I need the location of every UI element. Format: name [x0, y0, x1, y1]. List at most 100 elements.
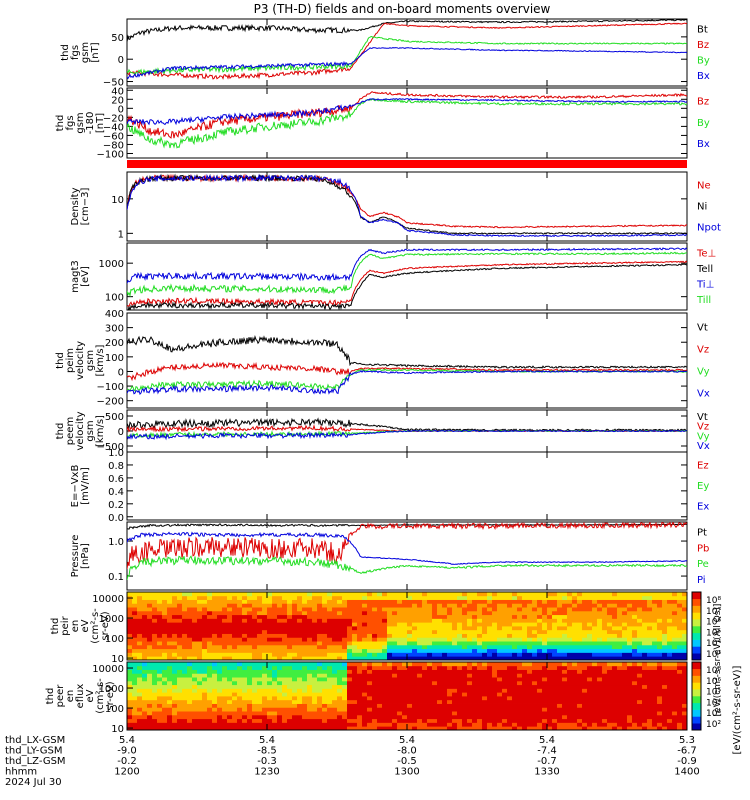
pressure-legend-Pe: Pe: [697, 559, 709, 570]
temp-frame: [126, 242, 688, 311]
ion_spec-ylabel: en: [70, 620, 81, 633]
temp-ylabel: [eV]: [80, 266, 91, 287]
ele_spec-colorbar-tick: 10³: [706, 709, 721, 719]
ve-legend-Vy: Vy: [697, 431, 710, 442]
ion_spec-colorbar-tick: 10⁸: [706, 596, 721, 606]
pressure-series-Pe: [127, 555, 687, 581]
xaxis-tick-label: 1230: [254, 767, 279, 778]
ion_spec-ylabel: eV: [80, 619, 91, 632]
ion_spec-colorbar: [691, 591, 702, 661]
mode-bar: [127, 160, 687, 168]
xaxis-tick-label: 5.4: [119, 735, 135, 746]
density-legend-Npot: Npot: [697, 222, 721, 233]
pressure-ylabel: Pressure: [70, 535, 81, 578]
ion_spec-ytick-label: 10: [111, 654, 124, 665]
fgs_zoom-ytick-label: −60: [103, 131, 124, 142]
ele_spec-ytick-label: 10000: [92, 664, 124, 675]
temp-series-Te⊥: [127, 260, 687, 308]
temp-series-Ti⊥: [127, 247, 687, 284]
xaxis-tick-label: 5.4: [539, 735, 555, 746]
ion_spec-colorbar-tick: 10³: [706, 650, 721, 660]
efield-ylabel: [mV/m]: [80, 467, 91, 505]
pressure-ytick-label: 0.1: [108, 572, 124, 583]
temp-series-Tell: [127, 263, 687, 310]
density-ytick-label: 10: [111, 195, 124, 206]
fgs_zoom-ylabel: -180: [85, 112, 96, 135]
xaxis-tick-label: -8.0: [397, 746, 417, 757]
xaxis-row-label: thd_LZ-GSM: [5, 756, 66, 767]
ve-ylabel: thd: [55, 423, 66, 440]
fgs-ytick-label: 50: [111, 33, 124, 44]
fgs-legend-Bx: Bx: [697, 71, 710, 82]
fgs-ylabel: [nT]: [90, 42, 101, 62]
xaxis-tick-label: 1330: [534, 767, 559, 778]
fgs-ytick-label: −50: [103, 78, 124, 89]
fgs_zoom-ytick-label: 40: [111, 86, 124, 97]
efield-legend-Ey: Ey: [697, 481, 709, 492]
vi-legend-Vy: Vy: [697, 366, 710, 377]
ve-series-Vx: [127, 429, 687, 441]
efield-ytick-label: 0.8: [108, 461, 124, 472]
fgs_zoom-series-Bx: [127, 97, 687, 126]
ele_spec-ylabel: eflux: [75, 684, 86, 709]
ele_spec-colorbar-tick: 10⁶: [706, 677, 721, 687]
efield-ytick-label: 1.0: [108, 448, 124, 459]
ve-legend-Vt: Vt: [697, 412, 708, 423]
fgs-series-By: [127, 35, 687, 76]
fgs_zoom-legend-By: By: [697, 118, 710, 129]
temp-ytick-label: 1000: [99, 259, 124, 270]
efield-ytick-label: 0.6: [108, 474, 124, 485]
density-series-Ne: [127, 173, 687, 229]
ele_spec-ytick-label: 10: [111, 724, 124, 735]
fgs_zoom-ytick-label: −40: [103, 122, 124, 133]
efield-ytick-label: 0.2: [108, 500, 124, 511]
fgs_zoom-legend-Bx: Bx: [697, 139, 710, 150]
ve-ylabel: [km/s]: [95, 415, 106, 447]
density-ylabel: [cm−3]: [80, 188, 91, 226]
ele_spec-ytick-label: 1000: [99, 684, 124, 695]
fgs_zoom-ytick-label: −80: [103, 140, 124, 151]
pressure-series-Pi: [127, 531, 687, 565]
ve-ylabel: velocity: [75, 411, 86, 450]
xaxis-tick-label: -7.4: [537, 746, 557, 757]
xaxis-row-label: thd_LX-GSM: [5, 735, 65, 746]
ion_spec-ylabel: (cm²-s-: [90, 608, 101, 644]
vi-ytick-label: 400: [105, 309, 124, 320]
fgs_zoom-ylabel: gsm: [75, 112, 86, 133]
ion_spec-ytick-label: 10000: [92, 594, 124, 605]
vi-series-Vx: [127, 370, 687, 395]
xaxis-tick-label: 5.4: [259, 735, 275, 746]
fgs-ylabel: fgs: [70, 45, 81, 60]
xaxis-tick-label: -0.7: [537, 756, 557, 767]
fgs-ylabel: gsm: [80, 42, 91, 63]
temp-series-Till: [127, 251, 687, 298]
ion_spec-ylabel: thd: [50, 618, 61, 635]
fgs-legend-Bt: Bt: [697, 24, 708, 35]
vi-ytick-label: 300: [105, 324, 124, 335]
chart-title: P3 (TH-D) fields and on-board moments ov…: [254, 2, 551, 16]
density-legend-Ni: Ni: [697, 201, 707, 212]
pressure-legend-Pb: Pb: [697, 543, 709, 554]
vi-series-Vt: [127, 335, 687, 369]
pressure-ytick-label: 1.0: [108, 537, 124, 548]
ve-ylabel: gsm: [85, 420, 96, 441]
efield-frame: [126, 451, 688, 521]
ion_spec-image: [127, 592, 688, 661]
fgs_zoom-ytick-label: 0: [118, 104, 124, 115]
vi-ylabel: [km/s]: [95, 344, 106, 376]
ve-ytick-label: 500: [105, 412, 124, 423]
pressure-series-Pb: [127, 522, 687, 570]
xaxis-tick-label: 1300: [394, 767, 419, 778]
pressure-frame: [126, 521, 688, 591]
fgs-ylabel: thd: [60, 44, 71, 61]
pressure-series-Pt: [127, 523, 687, 530]
xaxis-row-label: thd_LY-GSM: [5, 746, 62, 757]
temp-legend-Te⊥: Te⊥: [696, 248, 716, 259]
xaxis-tick-label: 1400: [674, 767, 699, 778]
temp-legend-Ti⊥: Ti⊥: [696, 280, 714, 291]
ele_spec-colorbar-tick: 10²: [706, 720, 721, 730]
xaxis-tick-label: -9.0: [117, 746, 137, 757]
temp-legend-Tell: Tell: [696, 264, 713, 275]
ion_spec-ylabel: sr-eV): [100, 611, 111, 640]
